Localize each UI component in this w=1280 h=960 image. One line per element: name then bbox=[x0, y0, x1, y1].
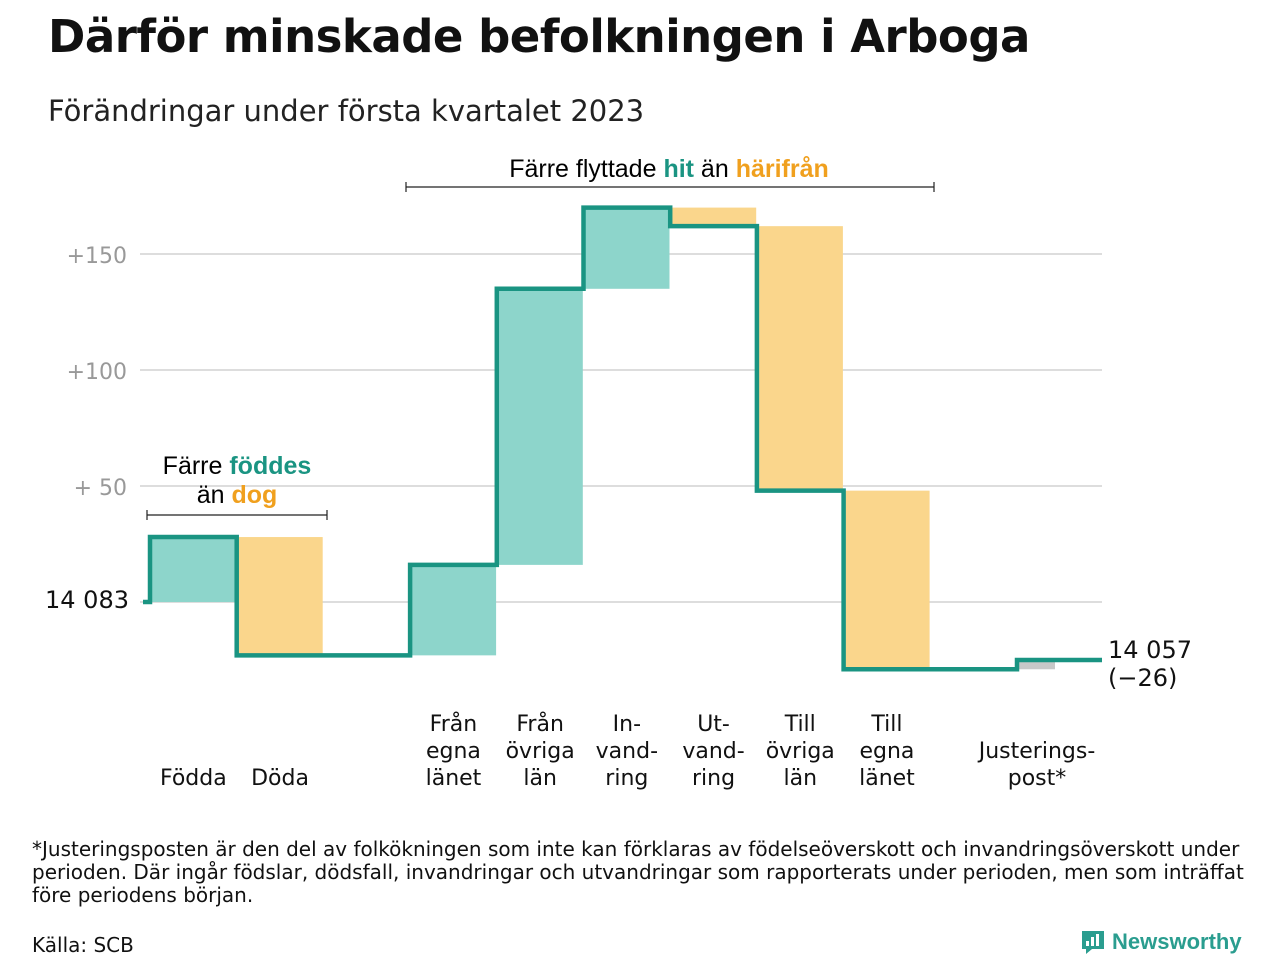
bar-adjustment bbox=[1019, 660, 1055, 670]
x-category-label: Från bbox=[430, 711, 478, 737]
bars bbox=[150, 207, 1055, 670]
value-labels: 14 083 14 057(−26) bbox=[45, 586, 1192, 692]
y-tick-label: +150 bbox=[67, 244, 127, 269]
x-category-label: övriga bbox=[766, 739, 835, 764]
cumulative-step-line bbox=[143, 205, 1102, 672]
x-category-label: Ut- bbox=[697, 712, 730, 737]
x-category-label: Till bbox=[784, 712, 816, 737]
x-category-label: län bbox=[523, 766, 557, 791]
x-category-label: länet bbox=[426, 766, 482, 791]
chart-subtitle: Förändringar under första kvartalet 2023 bbox=[48, 94, 645, 128]
x-category-label: Döda bbox=[251, 766, 309, 791]
x-category-label: ring bbox=[692, 766, 735, 791]
end-value-label: 14 057 bbox=[1108, 636, 1192, 664]
x-category-label: Till bbox=[870, 712, 902, 737]
annotations: Färre föddes än dog Färre flyttade hit ä… bbox=[146, 155, 935, 520]
x-category-label: övriga bbox=[506, 739, 575, 764]
x-category-label: In- bbox=[613, 712, 641, 737]
x-category-label: Födda bbox=[160, 766, 227, 791]
x-category-label: Från bbox=[516, 711, 564, 737]
chart-title: Därför minskade befolkningen i Arboga bbox=[48, 10, 1030, 63]
annotation-births-line1: Färre föddes bbox=[163, 452, 312, 480]
step-line bbox=[143, 205, 1102, 672]
bar-decrease bbox=[843, 490, 930, 670]
logo-text: Newsworthy bbox=[1112, 929, 1242, 954]
bar-increase bbox=[496, 288, 583, 565]
x-category-label: vand- bbox=[596, 739, 658, 764]
source-note: Källa: SCB bbox=[32, 933, 134, 957]
y-tick-label: + 50 bbox=[74, 476, 127, 501]
x-category-label: länet bbox=[859, 766, 915, 791]
bar-increase bbox=[150, 537, 236, 602]
x-category-label: egna bbox=[426, 739, 481, 764]
x-category-label: vand- bbox=[682, 739, 744, 764]
bar-increase bbox=[583, 207, 670, 289]
start-value-label: 14 083 bbox=[45, 586, 129, 614]
x-category-label: post* bbox=[1008, 766, 1067, 791]
x-category-label: egna bbox=[859, 739, 914, 764]
x-category-labels: Födda DödaFrånegnalänetFrånövrigalänIn-va… bbox=[160, 711, 1095, 791]
footnote: *Justeringsposten är den del av folkökni… bbox=[32, 837, 1244, 907]
newsworthy-logo: Newsworthy bbox=[1080, 928, 1242, 956]
annotation-migration: Färre flyttade hit än härifrån bbox=[509, 155, 829, 183]
bar-decrease bbox=[756, 226, 843, 491]
annotation-births-line2: än dog bbox=[197, 481, 278, 509]
bar-increase bbox=[410, 564, 497, 656]
bar-decrease bbox=[670, 207, 757, 227]
newsworthy-chart-icon bbox=[1082, 931, 1104, 954]
y-tick-labels: +150 +100 + 50 bbox=[67, 244, 127, 501]
bar-decrease bbox=[236, 537, 323, 656]
x-category-label: Justerings- bbox=[977, 739, 1096, 764]
x-category-label: län bbox=[783, 766, 817, 791]
end-change-label: (−26) bbox=[1108, 664, 1177, 692]
y-tick-label: +100 bbox=[67, 360, 127, 385]
annotation-births-bracket bbox=[146, 510, 328, 520]
x-category-label: ring bbox=[605, 766, 648, 791]
waterfall-chart: +150+100+ 50 Födda DödaFrånegnalänetFrånö… bbox=[45, 155, 1192, 791]
annotation-migration-bracket bbox=[405, 182, 935, 192]
